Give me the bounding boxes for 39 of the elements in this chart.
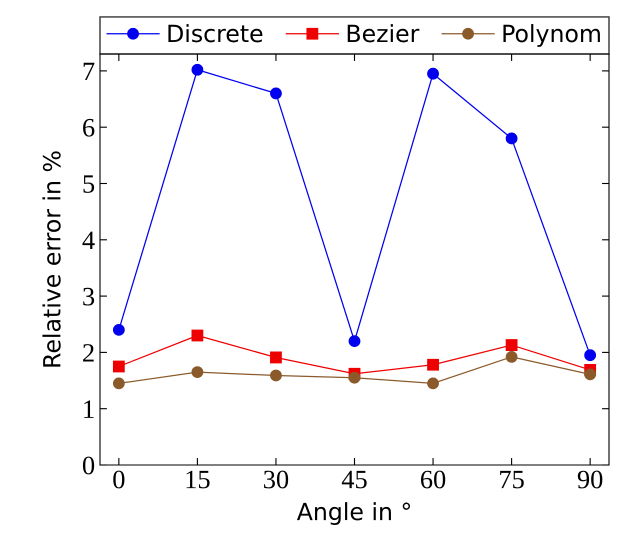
y-tick-label: 1	[84, 400, 94, 418]
point	[584, 349, 596, 362]
point	[112, 360, 125, 372]
point	[348, 335, 360, 348]
point	[191, 64, 204, 76]
x-tick-label: 30	[264, 470, 288, 488]
point	[427, 358, 439, 371]
point	[427, 68, 439, 80]
y-tick-label: 3	[83, 288, 94, 306]
x-tick-label: 15	[186, 470, 210, 488]
legend-label: Bezier	[348, 24, 420, 42]
point	[270, 370, 282, 382]
y-tick-label: 0	[82, 456, 94, 474]
legend-label: Polynom	[503, 24, 600, 47]
point	[584, 368, 596, 380]
y-axis-title: Relative error in %	[42, 151, 61, 367]
point	[270, 352, 282, 364]
point	[191, 330, 204, 342]
point	[506, 350, 518, 363]
x-axis-title: Angle in °	[296, 502, 410, 525]
x-tick-label: 0	[113, 470, 124, 488]
point	[506, 132, 518, 144]
point	[270, 88, 282, 100]
point	[348, 372, 360, 384]
x-tick-label: 60	[420, 470, 446, 488]
point	[427, 377, 439, 390]
x-tick-label: 90	[578, 470, 602, 488]
y-tick-label: 6	[83, 118, 94, 137]
point	[506, 339, 518, 351]
point	[112, 377, 125, 390]
y-tick-label: 4	[82, 232, 95, 249]
x-tick-label: 45	[342, 470, 367, 488]
legend-label: Discrete	[168, 24, 262, 42]
y-tick-label: 5	[83, 175, 94, 193]
x-tick-label: 75	[500, 470, 524, 488]
y-tick-label: 2	[83, 344, 94, 362]
y-tick-label: 7	[84, 62, 94, 80]
point	[191, 366, 204, 378]
point	[112, 324, 125, 336]
